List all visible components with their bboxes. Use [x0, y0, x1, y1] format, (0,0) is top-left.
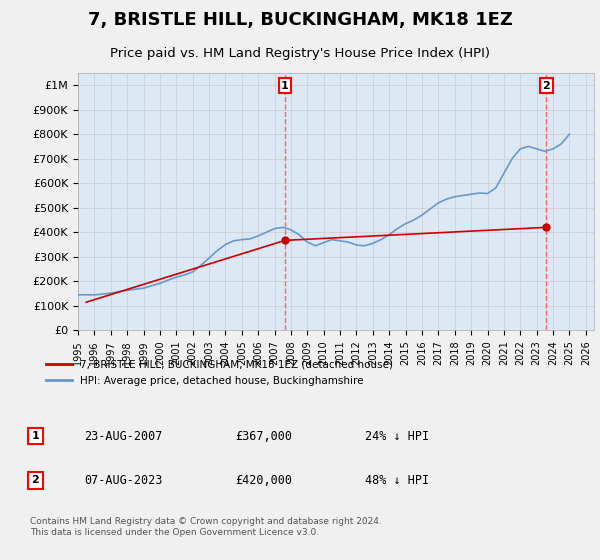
Legend: 7, BRISTLE HILL, BUCKINGHAM, MK18 1EZ (detached house), HPI: Average price, deta: 7, BRISTLE HILL, BUCKINGHAM, MK18 1EZ (d…: [41, 354, 398, 391]
Text: 07-AUG-2023: 07-AUG-2023: [84, 474, 163, 487]
Text: 7, BRISTLE HILL, BUCKINGHAM, MK18 1EZ: 7, BRISTLE HILL, BUCKINGHAM, MK18 1EZ: [88, 11, 512, 29]
Text: 24% ↓ HPI: 24% ↓ HPI: [365, 430, 429, 442]
Text: 48% ↓ HPI: 48% ↓ HPI: [365, 474, 429, 487]
Text: £420,000: £420,000: [235, 474, 292, 487]
Text: 1: 1: [32, 431, 39, 441]
Text: Contains HM Land Registry data © Crown copyright and database right 2024.
This d: Contains HM Land Registry data © Crown c…: [30, 517, 382, 536]
Text: £367,000: £367,000: [235, 430, 292, 442]
Text: Price paid vs. HM Land Registry's House Price Index (HPI): Price paid vs. HM Land Registry's House …: [110, 48, 490, 60]
Text: 1: 1: [281, 81, 289, 91]
Text: 2: 2: [32, 475, 39, 485]
Text: 2: 2: [542, 81, 550, 91]
Text: 23-AUG-2007: 23-AUG-2007: [84, 430, 163, 442]
